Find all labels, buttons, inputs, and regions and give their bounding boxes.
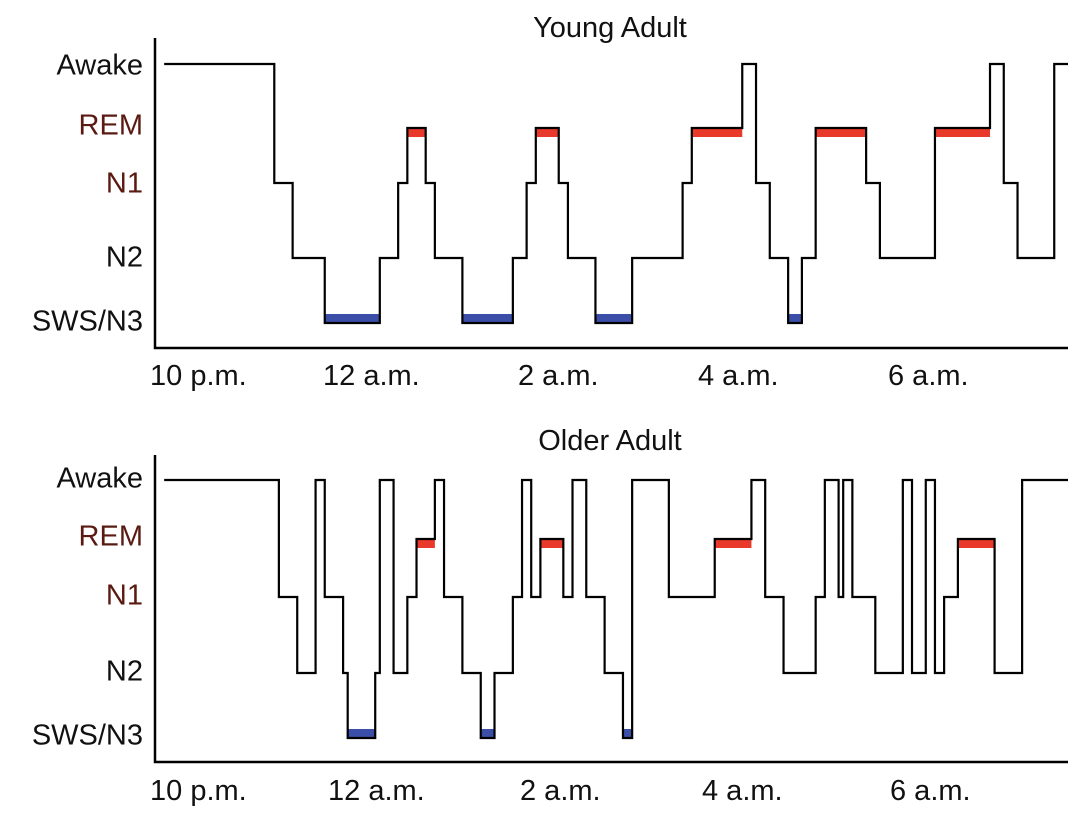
sws-bar	[622, 729, 633, 739]
stage-bars	[324, 127, 991, 324]
y-tick-awake: Awake	[56, 50, 143, 82]
sws-bar	[595, 314, 633, 324]
rem-bar	[407, 127, 426, 137]
sws-bar	[347, 729, 376, 739]
chart-title: Older Adult	[538, 425, 681, 457]
y-tick-sws: SWS/N3	[32, 306, 143, 338]
x-tick: 6 a.m.	[888, 360, 969, 392]
x-tick: 2 a.m.	[520, 775, 601, 807]
rem-bar	[535, 127, 559, 137]
sws-bar	[324, 314, 380, 324]
rem-bar	[934, 127, 991, 137]
sws-bar	[788, 314, 802, 324]
axes	[153, 38, 1068, 350]
y-tick-sws: SWS/N3	[32, 720, 143, 752]
y-tick-n2: N2	[106, 656, 143, 688]
axes	[153, 455, 1068, 764]
x-tick: 12 a.m.	[323, 360, 420, 392]
rem-bar	[691, 127, 743, 137]
x-tick: 10 p.m.	[150, 360, 247, 392]
y-tick-rem: REM	[79, 110, 143, 142]
y-tick-rem: REM	[79, 521, 143, 553]
x-tick: 12 a.m.	[328, 775, 425, 807]
x-tick: 10 p.m.	[150, 775, 247, 807]
y-tick-n1: N1	[106, 168, 143, 200]
y-tick-n1: N1	[106, 580, 143, 612]
young-adult-panel: Young Adult Awake REM N1 N2 SWS/N3 10 p.…	[32, 12, 1068, 392]
x-tick: 6 a.m.	[890, 775, 971, 807]
hypnogram-line	[164, 478, 1068, 740]
x-tick: 2 a.m.	[518, 360, 599, 392]
y-tick-n2: N2	[106, 242, 143, 274]
sws-bar	[480, 729, 495, 739]
rem-bar	[957, 538, 995, 548]
x-tick: 4 a.m.	[702, 775, 783, 807]
rem-bar	[416, 538, 435, 548]
hypnogram-line	[164, 62, 1068, 325]
rem-bar	[540, 538, 564, 548]
rem-bar	[714, 538, 752, 548]
rem-bar	[815, 127, 867, 137]
older-adult-panel: Older Adult Awake REM N1 N2 SWS/N3 10 p.…	[32, 425, 1068, 807]
x-tick: 4 a.m.	[698, 360, 779, 392]
sws-bar	[462, 314, 513, 324]
y-tick-awake: Awake	[56, 463, 143, 495]
stage-bars	[347, 538, 995, 739]
chart-title: Young Adult	[533, 12, 687, 44]
